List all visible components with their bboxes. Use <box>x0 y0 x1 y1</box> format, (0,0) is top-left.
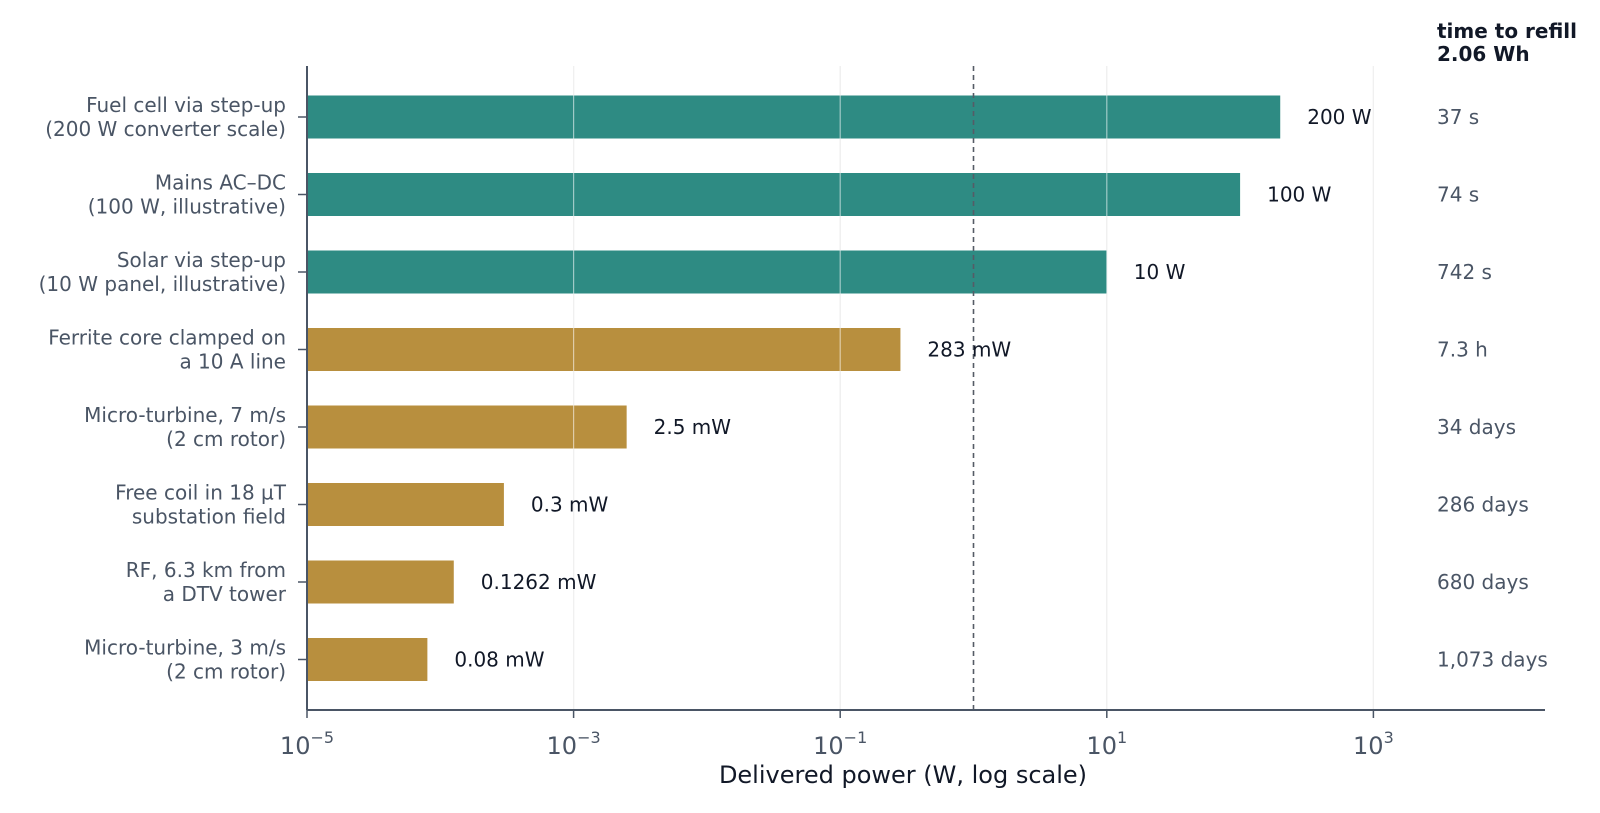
x-tick-label: 10−3 <box>547 728 601 760</box>
category-label: Free coil in 18 µT substation field <box>115 481 287 529</box>
bar-value-label: 100 W <box>1267 183 1332 207</box>
x-tick-label: 101 <box>1086 728 1127 760</box>
bar-value-label: 0.3 mW <box>531 493 609 517</box>
bar <box>307 483 504 526</box>
category-label: Micro-turbine, 7 m/s (2 cm rotor) <box>84 403 286 451</box>
bar-value-label: 0.1262 mW <box>481 570 597 594</box>
category-label: Micro-turbine, 3 m/s (2 cm rotor) <box>84 636 286 684</box>
refill-time-label: 1,073 days <box>1437 648 1548 672</box>
refill-time-label: 680 days <box>1437 570 1529 594</box>
time-column-header: time to refill 2.06 Wh <box>1437 19 1577 66</box>
category-label: RF, 6.3 km from a DTV tower <box>126 558 287 606</box>
bar <box>307 638 428 681</box>
bar-value-label: 200 W <box>1307 105 1372 129</box>
bar <box>307 95 1281 139</box>
bar-value-label: 10 W <box>1134 260 1186 284</box>
gridlines <box>572 66 1375 710</box>
category-label: Fuel cell via step-up (200 W converter sc… <box>45 93 286 141</box>
x-axis-title: Delivered power (W, log scale) <box>719 761 1087 789</box>
refill-time-label: 742 s <box>1437 260 1492 284</box>
bars <box>307 66 1375 710</box>
refill-time-label: 74 s <box>1437 183 1479 207</box>
bar-value-label: 0.08 mW <box>454 648 544 672</box>
refill-time-label: 7.3 h <box>1437 338 1488 362</box>
labels: 200 W 37 s Fuel cell via step-up (200 W con… <box>39 19 1577 760</box>
category-label: Mains AC–DC (100 W, illustrative) <box>88 171 286 219</box>
bar <box>307 250 1107 294</box>
x-tick-label: 103 <box>1353 728 1394 760</box>
refill-time-label: 34 days <box>1437 415 1516 439</box>
bar <box>307 173 1241 216</box>
category-label: Ferrite core clamped on a 10 A line <box>48 326 286 374</box>
bar-value-label: 283 mW <box>927 338 1011 362</box>
bar <box>307 560 454 604</box>
refill-time-label: 37 s <box>1437 105 1479 129</box>
axes <box>298 66 1545 718</box>
bar <box>307 405 627 449</box>
category-label: Solar via step-up (10 W panel, illustrati… <box>39 248 286 296</box>
refill-time-label: 286 days <box>1437 493 1529 517</box>
x-tick-label: 10−1 <box>813 728 867 760</box>
bar-value-label: 2.5 mW <box>654 415 732 439</box>
bar <box>307 328 901 371</box>
x-tick-label: 10−5 <box>280 728 334 760</box>
